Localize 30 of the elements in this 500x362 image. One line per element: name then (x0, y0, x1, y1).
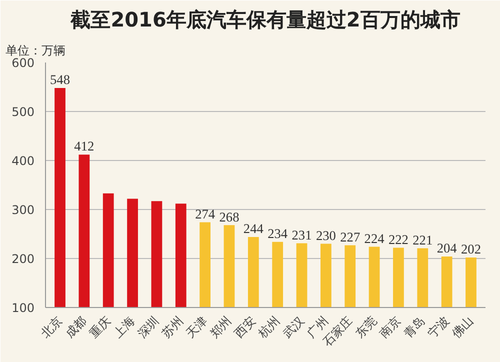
data-label: 412 (74, 138, 94, 154)
x-tick-label: 佛山 (449, 314, 476, 341)
data-label: 234 (268, 226, 288, 241)
data-label: 231 (292, 227, 312, 242)
data-label: 244 (243, 221, 264, 236)
x-tick-label: 宁波 (425, 314, 452, 341)
y-tick-label: 300 (12, 203, 34, 217)
y-tick-label: 600 (12, 56, 34, 70)
chart-title: 截至2016年底汽车保有量超过2百万的城市 (70, 8, 460, 32)
x-tick-label: 青岛 (400, 314, 428, 341)
y-tick-label: 500 (12, 105, 34, 119)
data-label: 268 (219, 209, 240, 224)
data-label: 230 (316, 228, 336, 243)
data-label: 274 (195, 206, 216, 222)
data-label: 204 (436, 240, 458, 256)
x-tick-label: 南京 (376, 314, 404, 341)
data-label: 224 (364, 230, 385, 246)
data-label: 227 (340, 229, 360, 244)
y-tick-label: 200 (12, 252, 34, 266)
y-tick-label: 100 (12, 301, 34, 315)
data-label: 221 (412, 232, 433, 248)
y-tick-label: 400 (12, 154, 34, 168)
y-axis-title: 单位：万辆 (6, 44, 66, 58)
x-tick-label: 东莞 (352, 314, 380, 341)
data-label: 202 (461, 242, 481, 257)
x-tick-label: 重庆 (86, 314, 114, 341)
data-label: 222 (388, 232, 408, 247)
data-label: 548 (50, 72, 70, 88)
x-tick-label: 武汉 (280, 314, 307, 341)
x-tick-label: 苏州 (159, 314, 186, 341)
